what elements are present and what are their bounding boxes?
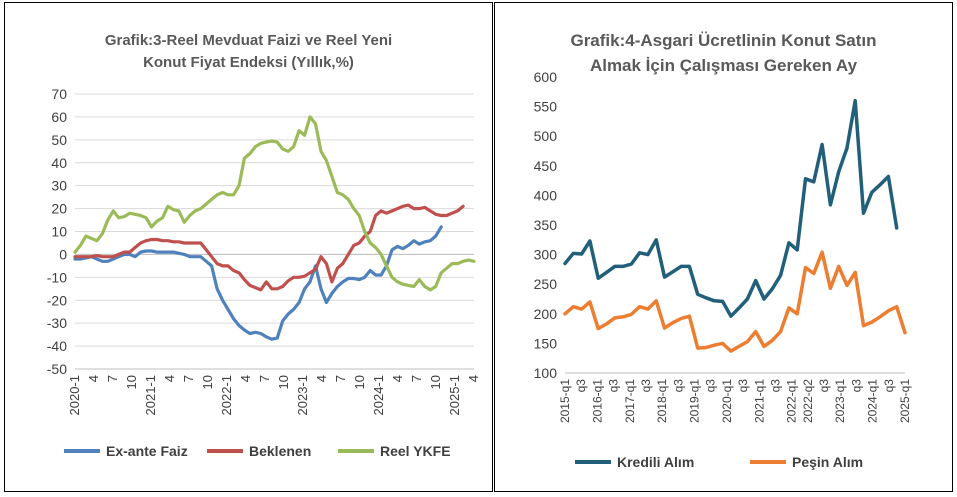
x-tick-label: 2025-1: [447, 375, 462, 415]
chart-title-right: Grafik:4-Asgari Ücretlinin Konut Satın A…: [495, 28, 952, 78]
chart-title-left-line2: Konut Fiyat Endeksi (Yıllık,%): [143, 54, 354, 71]
x-tick-label: 4: [238, 375, 253, 382]
x-tick-label: 10: [428, 375, 443, 389]
x-tick-label: 2020-1: [67, 375, 82, 415]
y-tick-label: 30: [51, 178, 67, 194]
x-tick-label: 2020-q1: [720, 379, 734, 423]
legend-label-kredili-alim: Kredili Alım: [617, 454, 695, 470]
legend-swatch-ex-ante-faiz: [64, 449, 100, 453]
x-tick-label: 2024-1: [371, 375, 386, 415]
x-tick-label: 2022-q2: [801, 379, 815, 423]
x-tick-label: q3: [704, 379, 718, 393]
legend-label-reel-ykfe: Reel YKFE: [380, 443, 451, 459]
y-tick-label: 200: [534, 306, 558, 322]
chart-title-left-line1: Grafik:3-Reel Mevduat Faizi ve Reel Yeni: [104, 32, 393, 49]
y-tick-label: 70: [51, 86, 67, 102]
chart-title-left: Grafik:3-Reel Mevduat Faizi ve Reel Yeni…: [5, 30, 492, 74]
x-tick-label: q3: [849, 379, 863, 393]
legend-item-reel-ykfe: Reel YKFE: [338, 443, 451, 459]
x-tick-label: 2018-q1: [655, 379, 669, 423]
y-tick-label: 400: [534, 187, 558, 203]
y-tick-label: 350: [534, 217, 558, 233]
chart-title-right-line2: Almak İçin Çalışması Gereken Ay: [589, 56, 858, 75]
y-tick-label: -20: [47, 292, 67, 308]
series-line-1: [563, 98, 899, 318]
y-tick-label: -30: [47, 315, 67, 331]
x-tick-label: 2015-q1: [558, 379, 572, 423]
x-tick-label: 10: [200, 375, 215, 389]
y-tick-label: 550: [534, 99, 558, 115]
y-tick-label: 40: [51, 155, 67, 171]
legend-swatch-pesin-alim: [750, 460, 786, 464]
legend-item-beklenen: Beklenen: [207, 443, 311, 459]
x-tick-label: 2023-1: [295, 375, 310, 415]
x-tick-label: q3: [817, 379, 831, 393]
chart-panel-left: Grafik:3-Reel Mevduat Faizi ve Reel Yeni…: [4, 2, 493, 492]
y-tick-label: 150: [534, 335, 558, 351]
x-tick-label: q3: [574, 379, 588, 393]
y-tick-label: 60: [51, 109, 67, 125]
x-tick-label: q3: [607, 379, 621, 393]
y-tick-label: 500: [534, 128, 558, 144]
x-tick-label: 2022-q1: [785, 379, 799, 423]
x-tick-label: q3: [639, 379, 653, 393]
legend-item-pesin-alim: Peşin Alım: [750, 454, 863, 470]
series-line-1: [73, 225, 443, 341]
x-tick-label: 7: [333, 375, 348, 382]
x-tick-label: q3: [882, 379, 896, 393]
x-tick-label: q3: [736, 379, 750, 393]
x-tick-label: 7: [105, 375, 120, 382]
legend-item-kredili-alim: Kredili Alım: [575, 454, 694, 470]
chart-plot-right: 600 550 500 450 400 350 300 250 200 150 1002015-q1…: [534, 69, 912, 423]
legend-label-pesin-alim: Peşin Alım: [792, 454, 864, 470]
y-tick-label: 20: [51, 201, 67, 217]
x-tick-label: 7: [257, 375, 272, 382]
x-tick-label: 4: [314, 375, 329, 382]
x-tick-label: 2022-1: [219, 375, 234, 415]
x-tick-label: 7: [181, 375, 196, 382]
x-tick-label: 2021-1: [143, 375, 158, 415]
x-tick-label: 2016-q1: [590, 379, 604, 423]
y-tick-label: 600: [534, 69, 558, 85]
x-tick-label: 2017-q1: [623, 379, 637, 423]
y-tick-label: -10: [47, 269, 67, 285]
series-line-2: [563, 250, 907, 353]
y-tick-label: 250: [534, 276, 558, 292]
y-tick-label: 100: [534, 365, 558, 381]
series-line-3: [73, 115, 476, 292]
y-tick-label: 0: [59, 246, 67, 262]
chart-panel-right: Grafik:4-Asgari Ücretlinin Konut Satın A…: [494, 2, 953, 492]
x-tick-label: q3: [671, 379, 685, 393]
x-tick-label: 2021-q1: [752, 379, 766, 423]
y-tick-label: 50: [51, 132, 67, 148]
x-tick-label: q3: [768, 379, 782, 393]
y-tick-label: -40: [47, 338, 67, 354]
legend-label-beklenen: Beklenen: [249, 443, 312, 459]
x-tick-label: 4: [390, 375, 405, 382]
x-tick-label: 2019-q1: [688, 379, 702, 423]
y-tick-label: 10: [51, 224, 67, 240]
x-tick-label: 10: [276, 375, 291, 389]
y-tick-label: 300: [534, 247, 558, 263]
x-tick-label: 4: [162, 375, 177, 382]
legend-swatch-beklenen: [207, 449, 243, 453]
x-tick-label: 4: [86, 375, 101, 382]
legend-label-ex-ante-faiz: Ex-ante Faiz: [106, 443, 188, 459]
x-tick-label: 2024-q1: [866, 379, 880, 423]
chart-title-right-line1: Grafik:4-Asgari Ücretlinin Konut Satın: [570, 31, 877, 50]
legend-swatch-kredili-alim: [575, 460, 611, 464]
y-tick-label: 450: [534, 158, 558, 174]
x-tick-label: 10: [352, 375, 367, 389]
legend-swatch-reel-ykfe: [338, 449, 374, 453]
x-tick-label: 2023-q1: [833, 379, 847, 423]
x-tick-label: 10: [124, 375, 139, 389]
x-tick-label: 7: [409, 375, 424, 382]
x-tick-label: 4: [466, 375, 481, 382]
y-tick-label: -50: [47, 361, 67, 377]
series-line-2: [73, 203, 465, 292]
legend-item-ex-ante-faiz: Ex-ante Faiz: [64, 443, 188, 459]
x-tick-label: 2025-q1: [898, 379, 912, 423]
